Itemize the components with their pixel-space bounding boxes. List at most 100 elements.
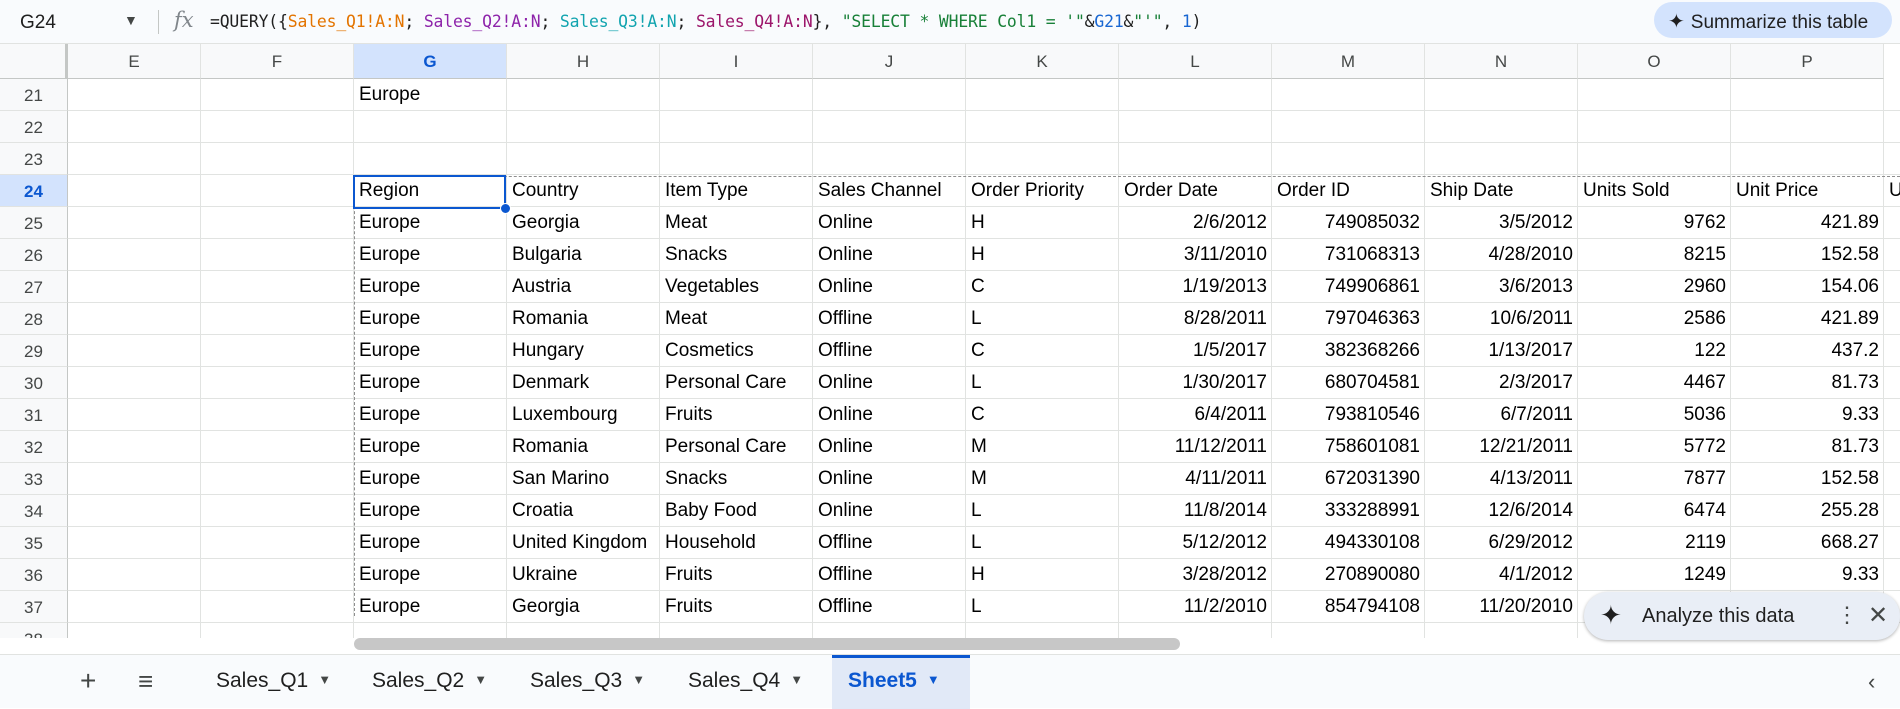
column-header-i[interactable]: I <box>660 44 813 79</box>
table-cell[interactable]: Fruits <box>665 596 713 617</box>
table-cell[interactable]: L <box>971 596 982 617</box>
table-cell[interactable]: H <box>971 212 985 233</box>
table-cell[interactable]: 11/20/2010 <box>1479 596 1573 617</box>
table-header-cell[interactable]: Sales Channel <box>818 180 942 201</box>
table-cell[interactable]: 154.06 <box>1820 276 1879 297</box>
more-options-icon[interactable]: ⋮ <box>1836 602 1858 627</box>
column-header-f[interactable]: F <box>201 44 354 79</box>
table-cell[interactable]: L <box>971 532 982 553</box>
column-header-m[interactable]: M <box>1272 44 1425 79</box>
table-cell[interactable]: 797046363 <box>1324 308 1420 329</box>
table-cell[interactable]: Online <box>818 468 873 489</box>
table-cell[interactable]: Offline <box>818 308 873 329</box>
table-cell[interactable]: Luxembourg <box>512 404 618 425</box>
column-header-n[interactable]: N <box>1425 44 1578 79</box>
table-cell[interactable]: Online <box>818 212 873 233</box>
table-cell[interactable]: 9.33 <box>1842 564 1879 585</box>
table-cell[interactable]: Georgia <box>512 596 580 617</box>
table-cell[interactable]: Europe <box>359 500 421 521</box>
sheet-tab-sales-q3[interactable]: Sales_Q3 ▼ <box>514 655 660 709</box>
table-cell[interactable]: 5036 <box>1683 404 1726 425</box>
table-cell[interactable]: 255.28 <box>1820 500 1879 521</box>
table-cell[interactable]: 81.73 <box>1831 436 1879 457</box>
column-header-l[interactable]: L <box>1119 44 1272 79</box>
table-header-cell[interactable]: Unit Price <box>1736 180 1819 201</box>
column-header-h[interactable]: H <box>507 44 660 79</box>
table-cell[interactable]: Vegetables <box>665 276 760 297</box>
sheet-tab-sales-q2[interactable]: Sales_Q2 ▼ <box>356 655 502 709</box>
table-cell[interactable]: 1/30/2017 <box>1182 372 1267 393</box>
row-header-28[interactable]: 28 <box>0 303 68 335</box>
table-cell[interactable]: Hungary <box>512 340 584 361</box>
table-cell[interactable]: 2960 <box>1683 276 1726 297</box>
table-cell[interactable]: Online <box>818 244 873 265</box>
table-cell[interactable]: 122 <box>1694 340 1726 361</box>
table-cell[interactable]: Online <box>818 404 873 425</box>
table-cell[interactable]: Europe <box>359 276 421 297</box>
table-cell[interactable]: Online <box>818 276 873 297</box>
row-header-27[interactable]: 27 <box>0 271 68 303</box>
table-cell[interactable]: 6/7/2011 <box>1500 404 1573 425</box>
column-header-j[interactable]: J <box>813 44 966 79</box>
table-cell[interactable]: Cosmetics <box>665 340 754 361</box>
row-header-38[interactable]: 38 <box>0 623 68 638</box>
table-cell[interactable]: Europe <box>359 532 421 553</box>
row-header-30[interactable]: 30 <box>0 367 68 399</box>
table-cell[interactable]: 758601081 <box>1324 436 1420 457</box>
table-cell[interactable]: 11/2/2010 <box>1183 596 1267 617</box>
table-cell[interactable]: Europe <box>359 308 421 329</box>
table-cell[interactable]: Bulgaria <box>512 244 582 265</box>
table-cell[interactable]: L <box>971 372 982 393</box>
table-header-cell[interactable]: Order Date <box>1124 180 1218 201</box>
row-header-23[interactable]: 23 <box>0 143 68 175</box>
table-cell[interactable]: L <box>971 308 982 329</box>
table-cell[interactable]: 6/4/2011 <box>1194 404 1267 425</box>
table-cell[interactable]: 4/1/2012 <box>1499 564 1573 585</box>
table-cell[interactable]: H <box>971 244 985 265</box>
table-cell[interactable]: 731068313 <box>1324 244 1420 265</box>
chevron-left-icon[interactable]: ‹ <box>1868 669 1876 694</box>
table-cell[interactable]: Europe <box>359 212 421 233</box>
select-all-corner[interactable] <box>0 44 68 79</box>
table-header-cell[interactable]: Region <box>359 180 420 201</box>
caret-down-icon[interactable]: ▼ <box>318 672 332 687</box>
caret-down-icon[interactable]: ▼ <box>790 672 804 687</box>
table-cell[interactable]: Baby Food <box>665 500 757 521</box>
add-sheet-icon[interactable]: + <box>80 665 97 696</box>
table-cell[interactable]: 4467 <box>1683 372 1726 393</box>
table-cell[interactable]: 10/6/2011 <box>1489 308 1573 329</box>
table-cell[interactable]: Europe <box>359 244 421 265</box>
table-cell[interactable]: Romania <box>512 308 589 329</box>
table-cell[interactable]: Denmark <box>512 372 590 393</box>
table-cell[interactable]: C <box>971 276 985 297</box>
table-header-cell[interactable]: Order Priority <box>971 180 1084 201</box>
table-cell[interactable]: Offline <box>818 532 873 553</box>
table-cell[interactable]: 2/6/2012 <box>1193 212 1267 233</box>
table-cell[interactable]: H <box>971 564 985 585</box>
horizontal-scrollbar-thumb[interactable] <box>354 638 1180 650</box>
sheet-tab-sales-q4[interactable]: Sales_Q4 ▼ <box>672 655 820 709</box>
table-cell[interactable]: 382368266 <box>1324 340 1420 361</box>
row-header-34[interactable]: 34 <box>0 495 68 527</box>
table-cell[interactable]: Online <box>818 500 873 521</box>
table-cell[interactable]: Fruits <box>665 564 713 585</box>
table-cell[interactable]: 11/8/2014 <box>1183 500 1267 521</box>
table-cell[interactable]: Georgia <box>512 212 580 233</box>
row-header-21[interactable]: 21 <box>0 79 68 111</box>
table-cell[interactable]: Europe <box>359 468 421 489</box>
table-cell[interactable]: 2119 <box>1685 532 1726 553</box>
table-cell[interactable]: 437.2 <box>1831 340 1879 361</box>
table-cell[interactable]: 3/6/2013 <box>1499 276 1573 297</box>
table-cell[interactable]: 333288991 <box>1324 500 1420 521</box>
table-cell[interactable]: Meat <box>665 308 708 329</box>
table-cell[interactable]: Austria <box>512 276 572 297</box>
table-cell[interactable]: 6/29/2012 <box>1488 532 1573 553</box>
table-cell[interactable]: 1/5/2017 <box>1193 340 1267 361</box>
row-header-35[interactable]: 35 <box>0 527 68 559</box>
table-cell[interactable]: 3/28/2012 <box>1182 564 1267 585</box>
table-cell[interactable]: 672031390 <box>1324 468 1420 489</box>
row-header-22[interactable]: 22 <box>0 111 68 143</box>
table-cell[interactable]: 12/21/2011 <box>1479 436 1573 457</box>
row-header-32[interactable]: 32 <box>0 431 68 463</box>
